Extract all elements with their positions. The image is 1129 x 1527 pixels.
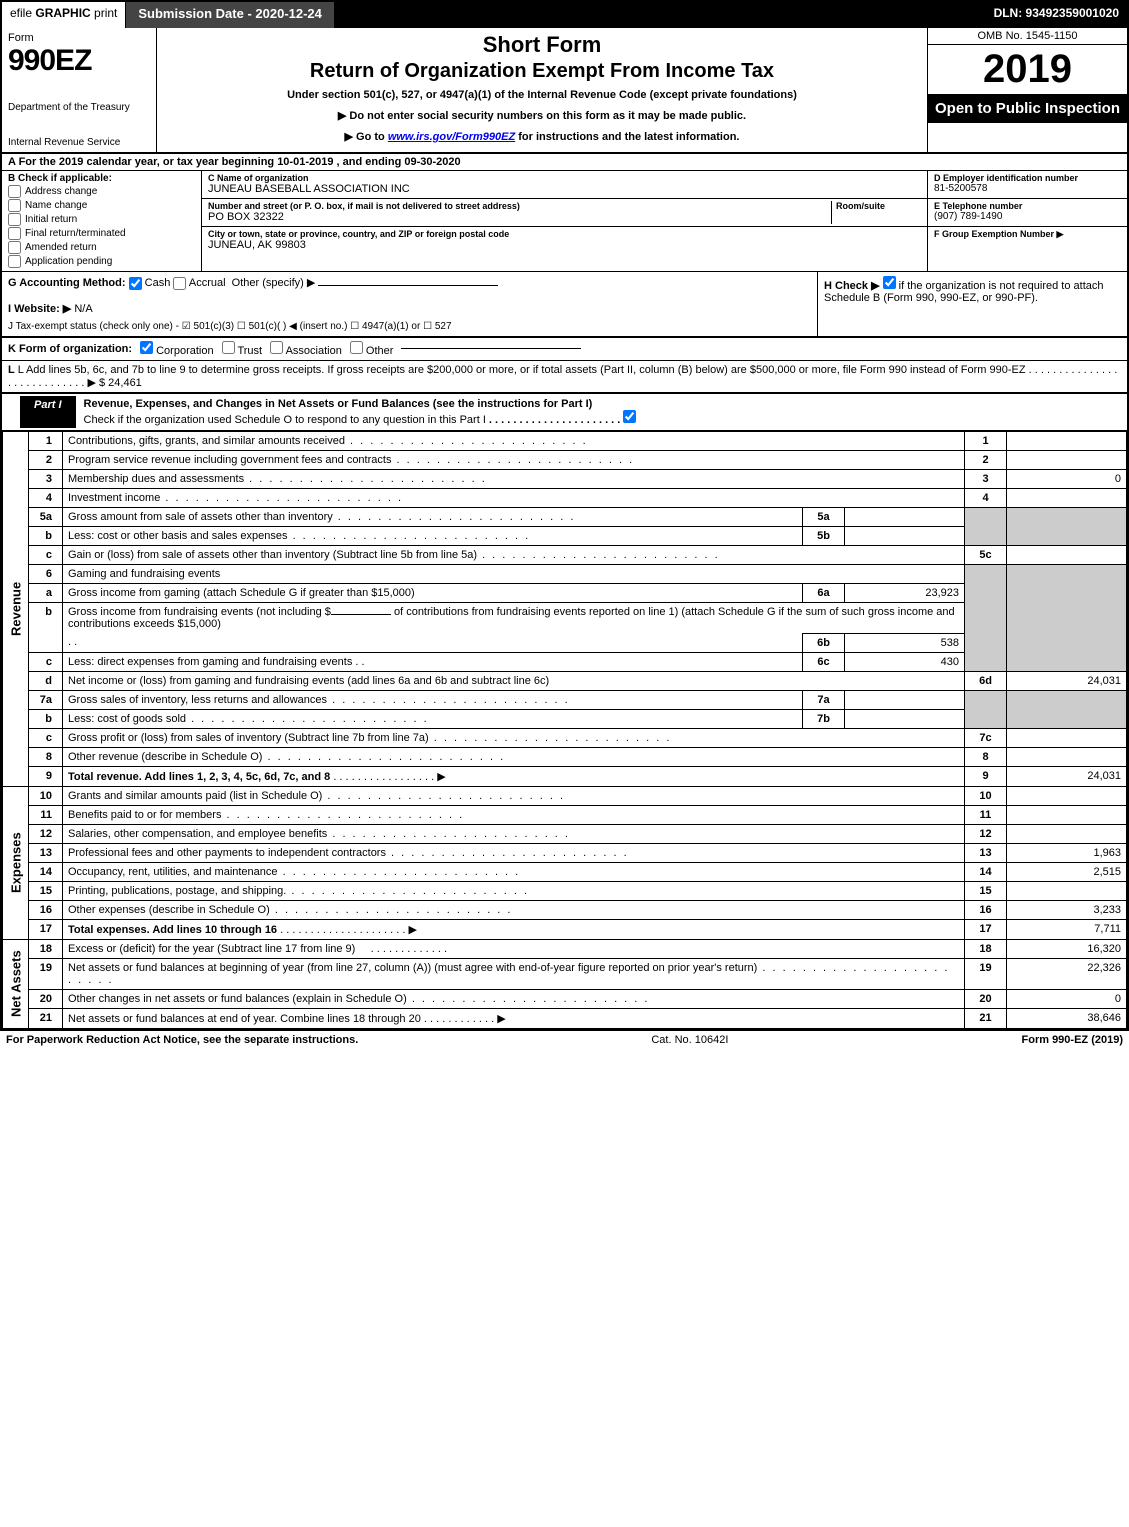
inspection-badge: Open to Public Inspection (928, 94, 1127, 123)
title-short-form: Short Form (161, 32, 923, 58)
chk-accrual[interactable] (173, 277, 186, 290)
row-k: K Form of organization: Corporation Trus… (2, 337, 1127, 360)
city-value: JUNEAU, AK 99803 (208, 239, 921, 251)
phone-value: (907) 789-1490 (934, 211, 1121, 222)
room-label: Room/suite (836, 201, 921, 211)
ein-value: 81-5200578 (934, 183, 1121, 194)
box-def: D Employer identification number 81-5200… (927, 171, 1127, 271)
box-d: D Employer identification number 81-5200… (928, 171, 1127, 199)
irs-link[interactable]: www.irs.gov/Form990EZ (388, 131, 515, 143)
chk-initial-return[interactable]: Initial return (8, 213, 195, 226)
part-i-title: Revenue, Expenses, and Changes in Net As… (80, 394, 1127, 430)
title-return: Return of Organization Exempt From Incom… (161, 60, 923, 83)
footer-left: For Paperwork Reduction Act Notice, see … (6, 1034, 358, 1046)
form-number: 990EZ (8, 44, 150, 78)
street-label: Number and street (or P. O. box, if mail… (208, 201, 831, 211)
chk-name-change[interactable]: Name change (8, 199, 195, 212)
header-center: Short Form Return of Organization Exempt… (157, 28, 927, 152)
tax-year: 2019 (928, 45, 1127, 94)
website-label: I Website: ▶ (8, 303, 71, 315)
row-j: J Tax-exempt status (check only one) - ☑… (8, 321, 811, 332)
warning-ssn: ▶ Do not enter social security numbers o… (161, 109, 923, 122)
chk-address-change[interactable]: Address change (8, 185, 195, 198)
footer: For Paperwork Reduction Act Notice, see … (0, 1031, 1129, 1049)
row-h: H Check ▶ if the organization is not req… (817, 272, 1127, 336)
chk-amended-return[interactable]: Amended return (8, 241, 195, 254)
org-form-label: K Form of organization: (8, 343, 132, 355)
box-e: E Telephone number (907) 789-1490 (928, 199, 1127, 227)
chk-application-pending[interactable]: Application pending (8, 255, 195, 268)
box-b-label: B Check if applicable: (8, 173, 195, 184)
footer-form: Form 990-EZ (2019) (1022, 1034, 1124, 1046)
chk-other[interactable] (350, 341, 363, 354)
form-page: efile GRAPHIC print Submission Date - 20… (0, 0, 1129, 1031)
street-row: Number and street (or P. O. box, if mail… (202, 199, 927, 227)
org-name-label: C Name of organization (208, 173, 921, 183)
revenue-label: Revenue (3, 431, 29, 786)
efile-label: efile GRAPHIC print (2, 2, 125, 28)
goto-link-line: ▶ Go to www.irs.gov/Form990EZ for instru… (161, 130, 923, 143)
dln-number: DLN: 93492359001020 (986, 2, 1127, 28)
chk-schedule-b[interactable] (883, 276, 896, 289)
chk-schedule-o[interactable] (623, 410, 636, 423)
part-i-header: Part I Revenue, Expenses, and Changes in… (2, 394, 1127, 431)
row-g-h: G Accounting Method: Cash Accrual Other … (2, 272, 1127, 337)
website-value: N/A (74, 303, 92, 315)
chk-cash[interactable] (129, 277, 142, 290)
expenses-label: Expenses (3, 786, 29, 939)
row-l: L L Add lines 5b, 6c, and 7b to line 9 t… (2, 360, 1127, 394)
chk-corporation[interactable] (140, 341, 153, 354)
box-f: F Group Exemption Number ▶ (928, 227, 1127, 255)
box-b: B Check if applicable: Address change Na… (2, 171, 202, 271)
ein-label: D Employer identification number (934, 173, 1121, 183)
org-name-row: C Name of organization JUNEAU BASEBALL A… (202, 171, 927, 199)
street-value: PO BOX 32322 (208, 211, 831, 223)
header-left: Form 990EZ Department of the Treasury In… (2, 28, 157, 152)
main-table: Revenue 1Contributions, gifts, grants, a… (2, 431, 1127, 1029)
row-g: G Accounting Method: Cash Accrual Other … (2, 272, 817, 336)
part-i-tag: Part I (20, 396, 76, 428)
chk-final-return[interactable]: Final return/terminated (8, 227, 195, 240)
period-line: A For the 2019 calendar year, or tax yea… (2, 154, 1127, 171)
city-row: City or town, state or province, country… (202, 227, 927, 255)
chk-association[interactable] (270, 341, 283, 354)
footer-catno: Cat. No. 10642I (358, 1034, 1021, 1046)
chk-trust[interactable] (222, 341, 235, 354)
department: Department of the Treasury (8, 102, 150, 113)
netassets-label: Net Assets (3, 939, 29, 1028)
submission-date: Submission Date - 2020-12-24 (125, 2, 334, 28)
info-block: B Check if applicable: Address change Na… (2, 171, 1127, 272)
header: Form 990EZ Department of the Treasury In… (2, 28, 1127, 154)
omb-number: OMB No. 1545-1150 (928, 28, 1127, 45)
top-bar: efile GRAPHIC print Submission Date - 20… (2, 2, 1127, 28)
phone-label: E Telephone number (934, 201, 1121, 211)
header-right: OMB No. 1545-1150 2019 Open to Public In… (927, 28, 1127, 152)
box-c: C Name of organization JUNEAU BASEBALL A… (202, 171, 927, 271)
city-label: City or town, state or province, country… (208, 229, 921, 239)
subtitle: Under section 501(c), 527, or 4947(a)(1)… (161, 89, 923, 101)
accounting-label: G Accounting Method: (8, 277, 126, 289)
org-name-value: JUNEAU BASEBALL ASSOCIATION INC (208, 183, 921, 195)
irs: Internal Revenue Service (8, 137, 150, 148)
group-exempt-label: F Group Exemption Number ▶ (934, 229, 1121, 240)
form-word: Form (8, 32, 150, 44)
